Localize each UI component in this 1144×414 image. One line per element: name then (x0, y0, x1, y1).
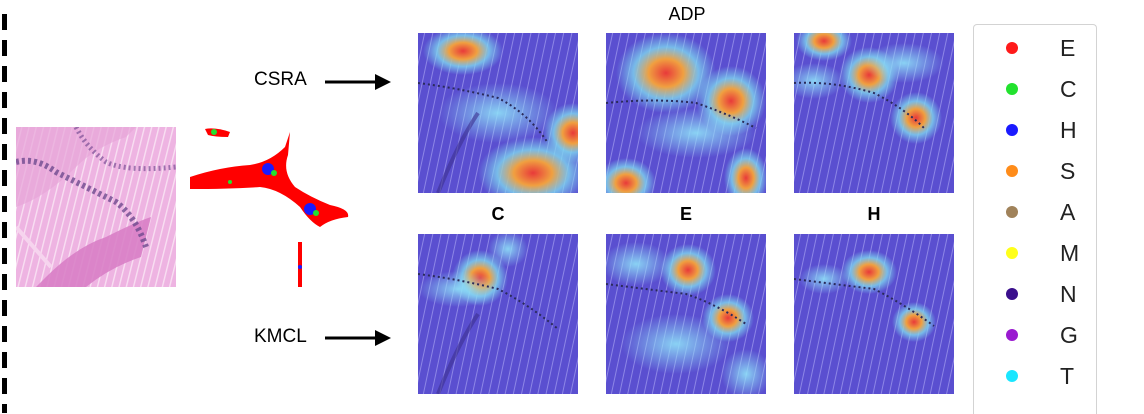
legend-item: G (974, 320, 1096, 350)
legend-dot (1006, 288, 1018, 300)
legend-dot (1006, 83, 1018, 95)
legend-item: H (974, 115, 1096, 145)
legend-item: N (974, 279, 1096, 309)
input-histology-image (16, 127, 176, 287)
arrow-right-icon (325, 74, 391, 90)
legend-dot (1006, 124, 1018, 136)
heatmap-csra-1 (418, 33, 578, 193)
legend-label: S (1060, 158, 1076, 184)
subtitle-h: H (867, 204, 881, 224)
legend-label: N (1060, 281, 1077, 307)
legend-item: C (974, 74, 1096, 104)
legend-item: T (974, 361, 1096, 391)
heatmap-kmcl-e (606, 234, 766, 394)
legend-label: H (1060, 117, 1077, 143)
legend-dot (1006, 370, 1018, 382)
dataset-title: ADP (668, 4, 706, 24)
legend-label: M (1060, 240, 1080, 266)
dashed-separator (2, 14, 7, 413)
legend-label: C (1060, 76, 1077, 102)
legend-label: E (1060, 35, 1076, 61)
method-label-kmcl: KMCL (254, 326, 307, 347)
legend-label: A (1060, 199, 1076, 225)
subtitle-e: E (679, 204, 692, 224)
legend-dot (1006, 42, 1018, 54)
legend-item: S (974, 156, 1096, 186)
legend-dot (1006, 206, 1018, 218)
heatmap-csra-2 (606, 33, 766, 193)
subtitle-c: C (491, 204, 505, 224)
legend-item: E (974, 33, 1096, 63)
arrow-right-icon (325, 330, 391, 346)
legend-item: A (974, 197, 1096, 227)
legend-item: M (974, 238, 1096, 268)
legend-dot (1006, 165, 1018, 177)
legend-label: T (1060, 363, 1075, 389)
legend: E C H S A M N G T (973, 24, 1097, 414)
legend-dot (1006, 247, 1018, 259)
legend-label: G (1060, 322, 1078, 348)
heatmap-kmcl-h (794, 234, 954, 394)
legend-dot (1006, 329, 1018, 341)
segmentation-mask (190, 127, 355, 292)
heatmap-kmcl-c (418, 234, 578, 394)
heatmap-csra-3 (794, 33, 954, 193)
method-label-csra: CSRA (254, 69, 307, 90)
